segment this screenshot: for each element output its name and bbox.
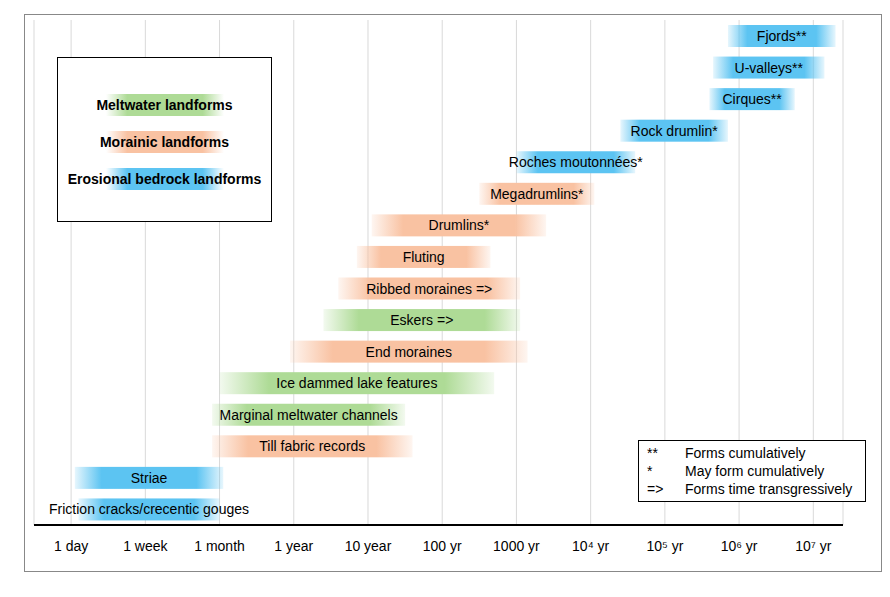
- svg-text:Ice dammed lake features: Ice dammed lake features: [276, 375, 437, 391]
- svg-text:1000 yr: 1000 yr: [493, 538, 540, 554]
- svg-text:1 day: 1 day: [54, 538, 88, 554]
- html-text:Forms time transgressively: Forms time transgressively: [685, 481, 853, 497]
- html-text:May form cumulatively: May form cumulatively: [685, 463, 825, 479]
- svg-text:Drumlins*: Drumlins*: [429, 217, 490, 233]
- svg-text:10⁷ yr: 10⁷ yr: [795, 538, 832, 554]
- svg-text:10⁵ yr: 10⁵ yr: [646, 538, 683, 554]
- html-text:Erosional bedrock landforms: Erosional bedrock landforms: [67, 171, 262, 187]
- html-text:Meltwater landforms: Meltwater landforms: [96, 97, 233, 113]
- svg-text:Till fabric records: Till fabric records: [259, 438, 365, 454]
- svg-text:Ribbed moraines =>: Ribbed moraines =>: [366, 281, 492, 297]
- svg-text:Eskers =>: Eskers =>: [390, 312, 453, 328]
- svg-text:Roches moutonnées*: Roches moutonnées*: [509, 154, 643, 170]
- svg-text:100 yr: 100 yr: [423, 538, 462, 554]
- svg-text:Friction cracks/crecentic goug: Friction cracks/crecentic gouges: [49, 501, 249, 517]
- svg-text:Rock drumlin*: Rock drumlin*: [631, 123, 719, 139]
- html-text:Morainic landforms: Morainic landforms: [99, 134, 230, 150]
- svg-text:Striae: Striae: [131, 470, 168, 486]
- svg-text:1 month: 1 month: [194, 538, 245, 554]
- svg-text:Fluting: Fluting: [403, 249, 445, 265]
- svg-text:10 year: 10 year: [345, 538, 392, 554]
- svg-text:Megadrumlins*: Megadrumlins*: [490, 186, 584, 202]
- html-text:Forms cumulatively: Forms cumulatively: [685, 445, 806, 461]
- svg-text:End moraines: End moraines: [366, 344, 452, 360]
- svg-text:U-valleys**: U-valleys**: [735, 60, 804, 76]
- svg-text:10⁶ yr: 10⁶ yr: [721, 538, 758, 554]
- svg-text:1 week: 1 week: [123, 538, 168, 554]
- svg-text:Fjords**: Fjords**: [757, 28, 807, 44]
- svg-text:1 year: 1 year: [274, 538, 313, 554]
- svg-text:Cirques**: Cirques**: [723, 91, 783, 107]
- svg-text:Marginal meltwater channels: Marginal meltwater channels: [220, 407, 398, 423]
- svg-text:10⁴ yr: 10⁴ yr: [572, 538, 609, 554]
